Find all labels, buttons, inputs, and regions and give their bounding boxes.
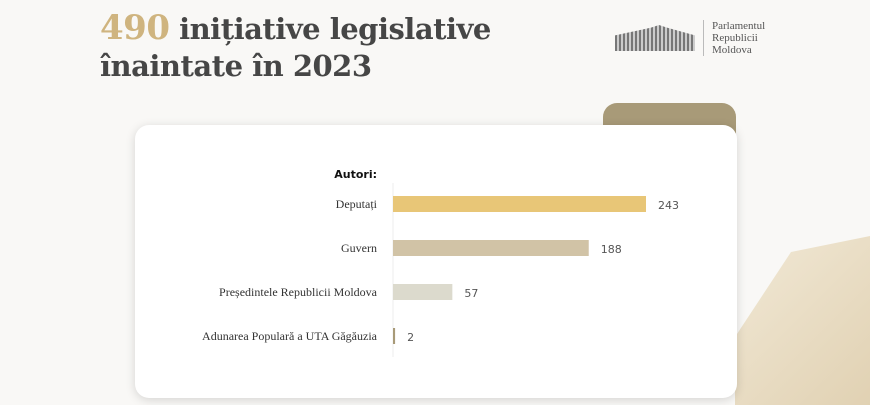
logo-line: Republicii [712,32,758,44]
parliament-logo: Parlamentul Republicii Moldova [615,20,765,56]
logo-line: Parlamentul [712,20,766,32]
bar [393,196,646,212]
bar [393,284,453,300]
chart-title: Autori: [334,168,377,181]
value-label: 188 [601,243,622,256]
category-label: Guvern [341,241,377,255]
category-label: Președintele Republicii Moldova [219,285,378,299]
chart-card [135,125,737,398]
page-title: 490 inițiative legislative înaintate în 2… [100,10,491,85]
total-count: 490 [100,8,170,48]
value-label: 2 [407,331,414,344]
logo-line: Moldova [712,44,752,56]
category-label: Adunarea Populară a UTA Găgăuzia [202,329,378,343]
logo-divider [703,20,704,56]
title-line2: înaintate în 2023 [100,49,372,83]
value-label: 57 [464,287,478,300]
bar [393,328,396,344]
title-text: inițiative legislative [169,12,491,46]
bar [393,240,589,256]
category-label: Deputați [336,197,378,211]
value-label: 243 [658,199,679,212]
